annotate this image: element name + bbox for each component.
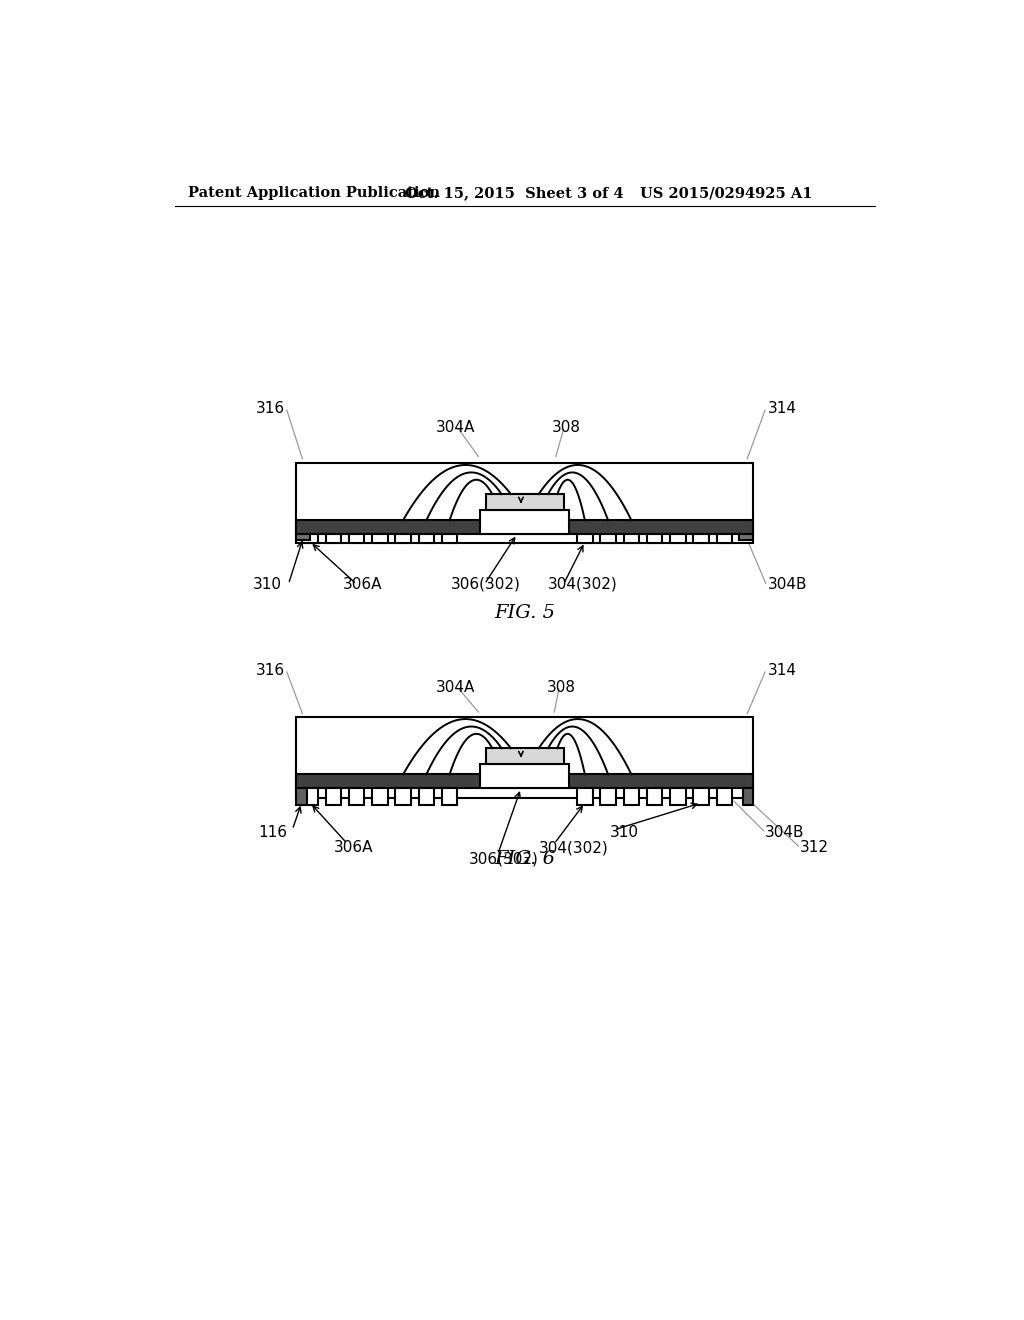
Bar <box>302 535 317 544</box>
Text: 308: 308 <box>552 420 581 436</box>
Text: Patent Application Publication: Patent Application Publication <box>188 186 440 201</box>
Text: 308: 308 <box>547 680 575 694</box>
Text: 304(302): 304(302) <box>539 840 608 855</box>
Text: 304B: 304B <box>765 825 805 840</box>
Bar <box>717 788 732 805</box>
Bar <box>739 535 754 540</box>
Bar <box>624 535 639 544</box>
Bar <box>670 535 686 544</box>
Bar <box>395 788 411 805</box>
Text: FIG. 5: FIG. 5 <box>495 603 555 622</box>
Bar <box>600 788 615 805</box>
Bar <box>480 763 569 788</box>
Bar <box>578 788 593 805</box>
Bar <box>296 788 307 805</box>
Text: 304A: 304A <box>435 680 475 694</box>
Bar <box>419 535 434 544</box>
Bar <box>372 788 388 805</box>
Bar <box>296 717 754 797</box>
Bar <box>647 535 663 544</box>
Text: US 2015/0294925 A1: US 2015/0294925 A1 <box>640 186 812 201</box>
Text: 306A: 306A <box>334 840 373 855</box>
Text: 312: 312 <box>800 840 828 855</box>
Text: Oct. 15, 2015  Sheet 3 of 4: Oct. 15, 2015 Sheet 3 of 4 <box>406 186 624 201</box>
Text: FIG. 6: FIG. 6 <box>495 850 555 869</box>
Bar <box>600 535 615 544</box>
Bar <box>326 788 341 805</box>
Text: 304A: 304A <box>435 420 475 436</box>
Text: 310: 310 <box>610 825 639 840</box>
Bar <box>296 462 754 544</box>
Bar <box>717 535 732 544</box>
Bar <box>419 788 434 805</box>
Text: 314: 314 <box>767 663 797 678</box>
Text: 310: 310 <box>253 577 283 591</box>
Bar <box>647 788 663 805</box>
Bar <box>486 748 563 763</box>
Bar <box>349 788 365 805</box>
Bar <box>624 788 639 805</box>
Bar <box>395 535 411 544</box>
Text: 306A: 306A <box>343 577 382 591</box>
Bar <box>372 535 388 544</box>
Bar <box>296 535 310 540</box>
Bar <box>442 535 458 544</box>
Bar <box>486 494 563 510</box>
Bar <box>578 535 593 544</box>
Bar <box>296 775 754 788</box>
Text: 314: 314 <box>767 401 797 416</box>
Bar <box>670 788 686 805</box>
Bar <box>349 535 365 544</box>
Bar <box>326 535 341 544</box>
Bar <box>693 788 709 805</box>
Text: 116: 116 <box>258 825 287 840</box>
Bar <box>693 535 709 544</box>
Bar <box>480 510 569 535</box>
Bar <box>442 788 458 805</box>
Text: 306(302): 306(302) <box>469 851 539 867</box>
Bar <box>296 520 754 535</box>
Bar <box>742 788 754 805</box>
Text: 306(302): 306(302) <box>452 577 521 591</box>
Text: 316: 316 <box>255 663 285 678</box>
Bar <box>302 788 317 805</box>
Text: 304(302): 304(302) <box>548 577 617 591</box>
Text: 304B: 304B <box>767 577 807 591</box>
Text: 316: 316 <box>255 401 285 416</box>
